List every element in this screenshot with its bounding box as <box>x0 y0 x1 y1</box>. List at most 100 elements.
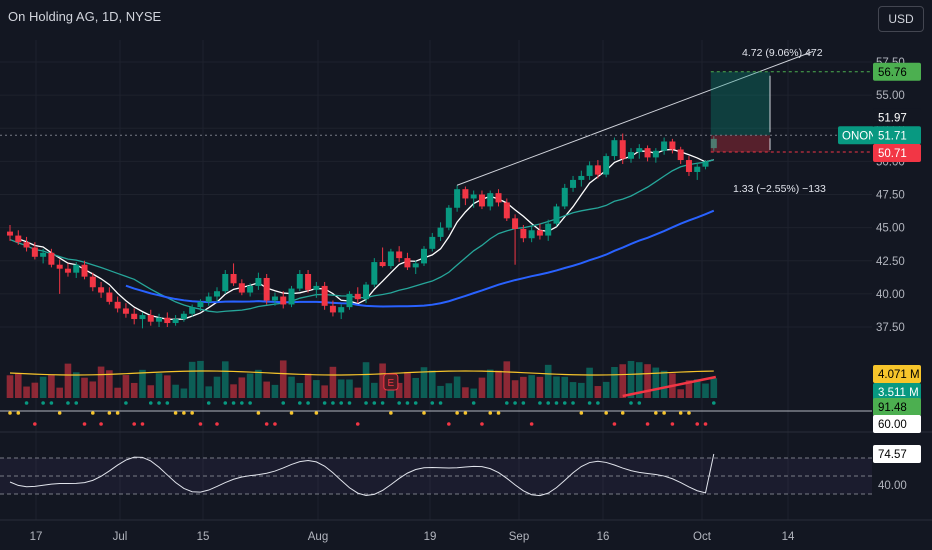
volume-bar <box>172 384 179 398</box>
candle-body <box>603 156 610 175</box>
candle <box>396 246 403 263</box>
candle-body <box>313 285 320 290</box>
volume-bar <box>205 386 213 398</box>
volume-tag-text: 3.511 M <box>878 387 919 399</box>
volume-bar <box>14 373 22 398</box>
volume-bar <box>238 377 246 398</box>
indicator-dot <box>712 401 716 405</box>
oscillator-value-tag-bg <box>873 445 921 463</box>
candle <box>338 304 345 320</box>
indicator-dot <box>620 411 625 415</box>
candle-body <box>338 307 345 313</box>
candle-body <box>578 175 585 180</box>
candle <box>694 162 701 180</box>
indicator-dot <box>554 401 559 405</box>
indicator-dot <box>331 401 335 405</box>
volume-bar <box>139 369 146 398</box>
trendline <box>456 50 814 186</box>
volume-bar <box>97 366 105 398</box>
candle <box>48 248 55 268</box>
volume-bar <box>263 381 270 398</box>
indicator-dot <box>562 401 567 405</box>
volume-bar <box>155 373 163 398</box>
candle-body <box>31 247 38 257</box>
volume-bar <box>72 372 80 398</box>
indicator-dot <box>49 401 54 405</box>
volume-bar <box>130 382 138 398</box>
earnings-badge <box>383 373 399 391</box>
volume-bar <box>279 360 287 398</box>
volume-bar <box>56 387 63 398</box>
chart-title: On Holding AG, 1D, NYSE <box>8 9 162 24</box>
price-axis[interactable]: 57.5055.0052.5050.0047.5045.0042.5040.00… <box>876 57 905 334</box>
candle-body <box>487 193 494 207</box>
volume-bar <box>122 375 130 398</box>
indicator-dot <box>281 401 286 405</box>
indicator-dot <box>215 422 219 426</box>
volume-bar <box>462 387 469 398</box>
indicator-dot <box>173 411 178 415</box>
volume-bar <box>511 380 519 398</box>
volume-ma-tag-text: 4.071 M <box>878 369 920 381</box>
indicator-dot <box>654 411 658 415</box>
candle-body <box>271 296 278 301</box>
candle-body <box>470 194 477 199</box>
volume-ma-line <box>9 370 714 376</box>
volume-bar <box>445 383 453 398</box>
indicator-dot <box>347 401 352 405</box>
entry-price-tag: 51.97 <box>873 108 921 127</box>
indicator-dot <box>389 411 393 415</box>
volume-bar <box>246 373 254 398</box>
candle-body <box>619 140 626 159</box>
ma-mid-line <box>9 159 714 313</box>
indicator-dot <box>678 411 683 415</box>
candle <box>652 148 659 163</box>
indicator-dot <box>190 411 194 415</box>
volume-bar <box>602 381 610 398</box>
target-price-tag-text: 56.76 <box>878 67 907 79</box>
candle <box>454 185 461 212</box>
candle-body <box>387 251 394 267</box>
volume-bar <box>39 376 47 398</box>
volume-bar <box>702 383 709 398</box>
volume-bar <box>354 387 362 398</box>
indicator-dot <box>687 411 691 415</box>
indicator-dot <box>447 422 451 426</box>
indicator-dot <box>157 401 161 405</box>
candle-body <box>520 228 527 239</box>
candle-body <box>379 262 386 267</box>
stop-price-tag-bg <box>873 143 921 162</box>
volume-bar <box>486 369 494 398</box>
candle <box>561 183 568 210</box>
candle-body <box>7 231 13 236</box>
currency-button[interactable]: USD <box>878 6 924 32</box>
candle <box>404 252 411 271</box>
candle <box>661 137 668 155</box>
oscillator-value-tag-text: 74.57 <box>878 449 907 461</box>
volume-bar <box>321 385 328 398</box>
indicator-dot <box>165 401 170 405</box>
candle <box>263 274 270 305</box>
volume-bar <box>544 364 552 398</box>
candle <box>371 258 378 288</box>
time-axis[interactable]: 17 Jul 15 Aug 19 Sep 16 Oct 14 <box>30 531 795 543</box>
volume-bar <box>362 362 370 398</box>
candle <box>31 242 38 260</box>
candle-body <box>23 242 30 248</box>
indicator-dot <box>57 411 62 415</box>
time-tick: 17 <box>30 531 43 543</box>
candle-body <box>702 161 709 167</box>
indicator-value-tag-bg <box>873 398 921 416</box>
indicator-dot <box>99 422 103 426</box>
volume-bar <box>611 367 618 398</box>
candle-body <box>139 315 146 320</box>
candle <box>23 236 30 252</box>
volume-bar <box>561 376 569 398</box>
volume-bar <box>553 376 560 398</box>
candle <box>636 144 643 159</box>
volume-bar <box>412 377 420 398</box>
candle <box>702 160 709 170</box>
indicator-dot <box>182 411 186 415</box>
candle-body <box>280 296 287 305</box>
